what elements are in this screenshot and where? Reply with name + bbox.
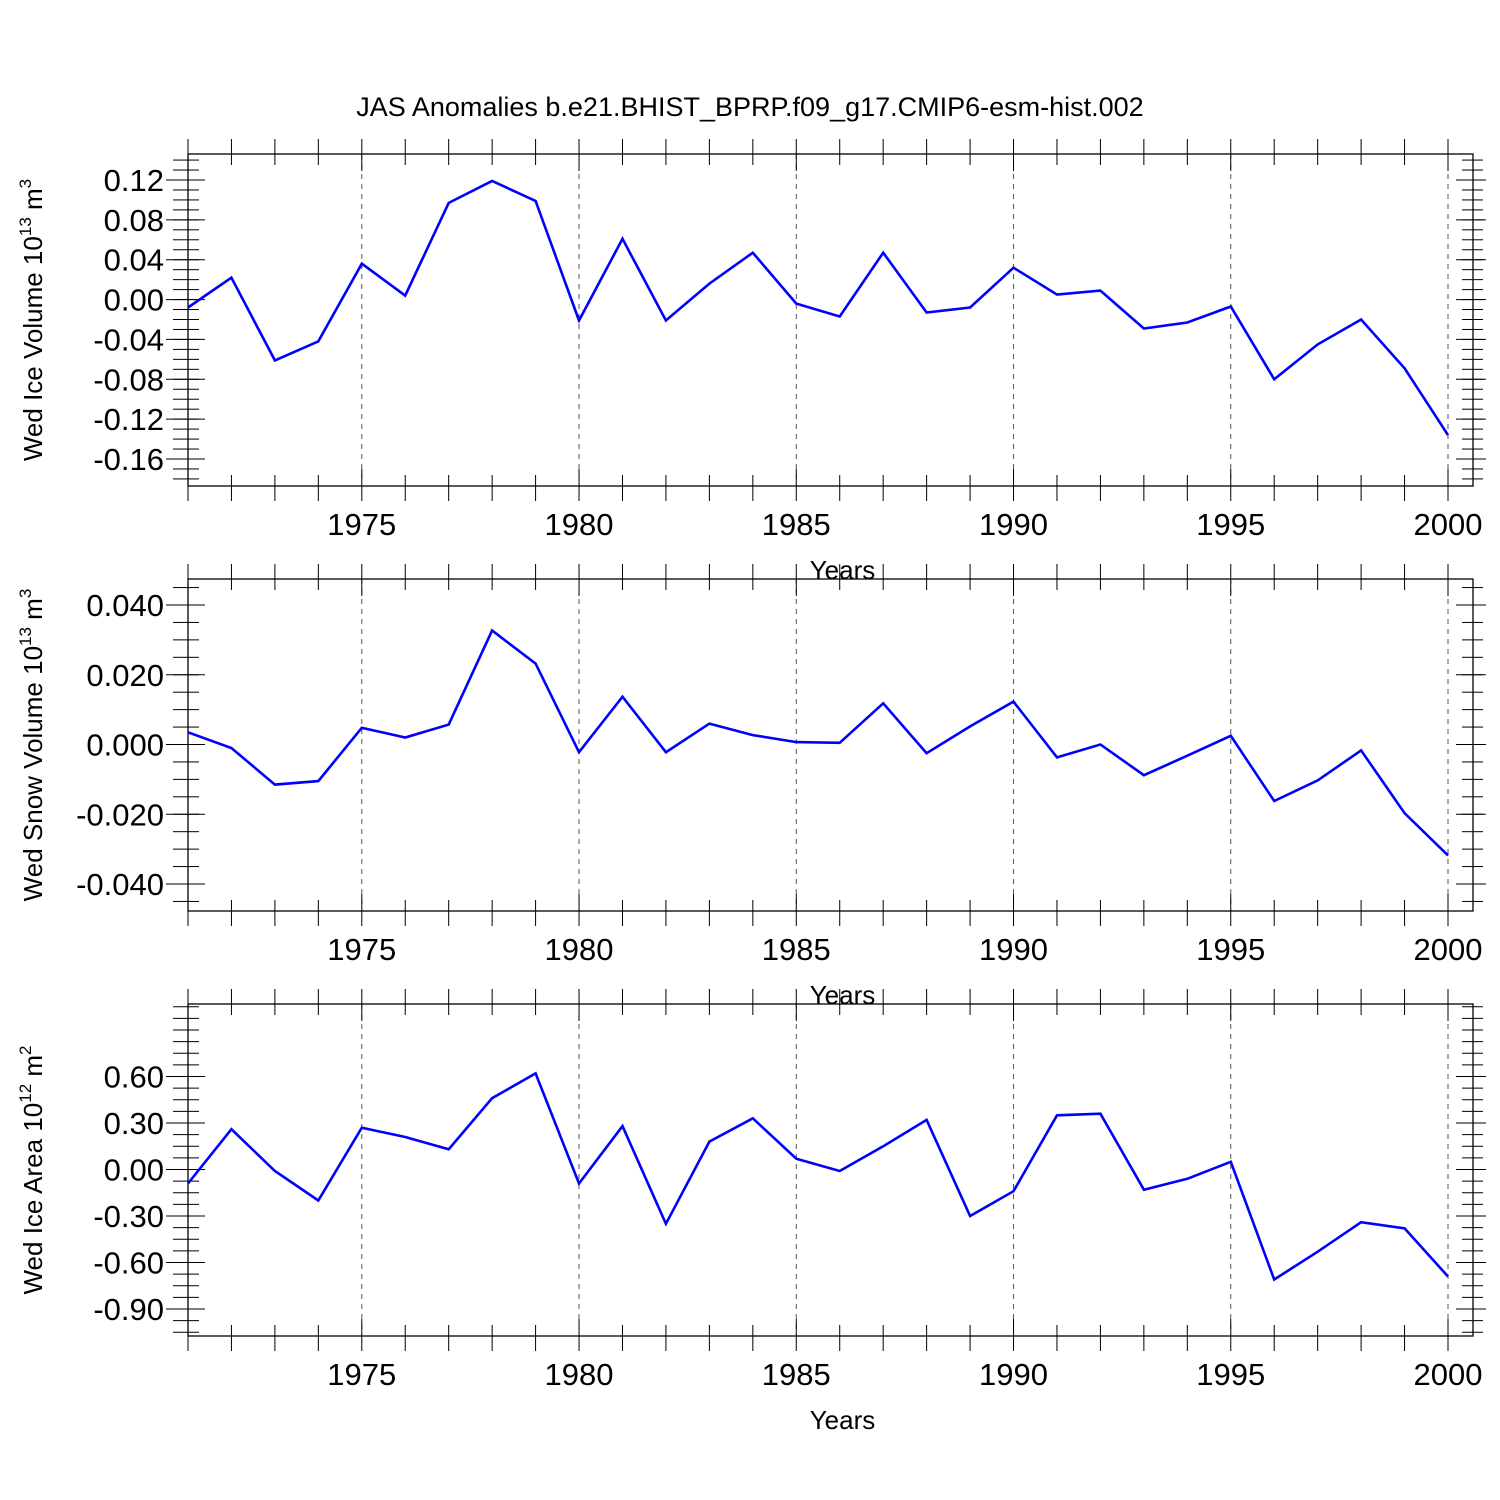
y-tick-label: 0.040 bbox=[86, 588, 164, 623]
y-tick-label: -0.30 bbox=[93, 1199, 164, 1234]
panels: -0.16 -0.12 -0.08 -0.04 0.00 0.04 0.08 0.12 1975… bbox=[16, 139, 1486, 1435]
x-tick-label: 1990 bbox=[979, 1357, 1048, 1392]
chart-title: JAS Anomalies b.e21.BHIST_BPRP.f09_g17.C… bbox=[356, 92, 1143, 122]
panel-3: -0.90 -0.60 -0.30 0.00 0.30 0.60 1975 1980 1985 1… bbox=[16, 989, 1486, 1435]
y-tick-label: 0.30 bbox=[104, 1106, 164, 1141]
x-tick-label: 1975 bbox=[327, 1357, 396, 1392]
y-tick-label: 0.020 bbox=[86, 658, 164, 693]
y-tick-label: -0.020 bbox=[76, 797, 164, 832]
y-axis-title: Wed Ice Area 1012 m2 bbox=[16, 1045, 48, 1294]
x-tick-label: 1995 bbox=[1196, 932, 1265, 967]
y-axis-title: Wed Snow Volume 1013 m3 bbox=[16, 589, 48, 902]
x-tick-label: 2000 bbox=[1414, 932, 1483, 967]
plot-frame bbox=[187, 1003, 1474, 1337]
x-tick-label: 1990 bbox=[979, 932, 1048, 967]
y-tick-label: 0.12 bbox=[104, 163, 164, 198]
x-tick-label: 1985 bbox=[762, 507, 831, 542]
series-line bbox=[187, 628, 1449, 857]
y-tick-label: 0.00 bbox=[104, 283, 164, 318]
y-tick-label: 0.000 bbox=[86, 728, 164, 763]
y-tick-label: 0.04 bbox=[104, 243, 164, 278]
x-tick-label: 1975 bbox=[327, 932, 396, 967]
y-tick-label: -0.60 bbox=[93, 1246, 164, 1281]
plot-frame bbox=[187, 578, 1474, 912]
x-tick-label: 1995 bbox=[1196, 1357, 1265, 1392]
plot-frame bbox=[187, 153, 1474, 487]
x-tick-label: 1980 bbox=[545, 932, 614, 967]
x-axis-title: Years bbox=[810, 980, 876, 1010]
panel-1: -0.16 -0.12 -0.08 -0.04 0.00 0.04 0.08 0.12 1975… bbox=[16, 139, 1486, 585]
panel-2: -0.040 -0.020 0.000 0.020 0.040 1975 1980 1985 1… bbox=[16, 564, 1486, 1010]
series-line bbox=[187, 179, 1450, 436]
x-tick-label: 1985 bbox=[762, 1357, 831, 1392]
y-tick-label: -0.040 bbox=[76, 867, 164, 902]
x-axis-title: Years bbox=[810, 1405, 876, 1435]
x-tick-label: 2000 bbox=[1414, 1357, 1483, 1392]
x-tick-label: 1980 bbox=[545, 507, 614, 542]
y-tick-label: 0.00 bbox=[104, 1153, 164, 1188]
y-tick-label: -0.12 bbox=[93, 402, 164, 437]
y-tick-label: -0.16 bbox=[93, 442, 164, 477]
y-tick-label: 0.08 bbox=[104, 203, 164, 238]
y-axis-title: Wed Ice Volume 1013 m3 bbox=[16, 179, 48, 461]
x-tick-label: 1975 bbox=[327, 507, 396, 542]
x-tick-label: 1985 bbox=[762, 932, 831, 967]
y-tick-label: -0.04 bbox=[93, 322, 164, 357]
x-tick-label: 1980 bbox=[545, 1357, 614, 1392]
x-axis-title: Years bbox=[810, 555, 876, 585]
y-tick-label: -0.08 bbox=[93, 362, 164, 397]
series-line bbox=[186, 1071, 1449, 1282]
x-tick-label: 1990 bbox=[979, 507, 1048, 542]
y-tick-label: 0.60 bbox=[104, 1060, 164, 1095]
x-tick-label: 1995 bbox=[1196, 507, 1265, 542]
x-tick-label: 2000 bbox=[1414, 507, 1483, 542]
y-tick-label: -0.90 bbox=[93, 1292, 164, 1327]
